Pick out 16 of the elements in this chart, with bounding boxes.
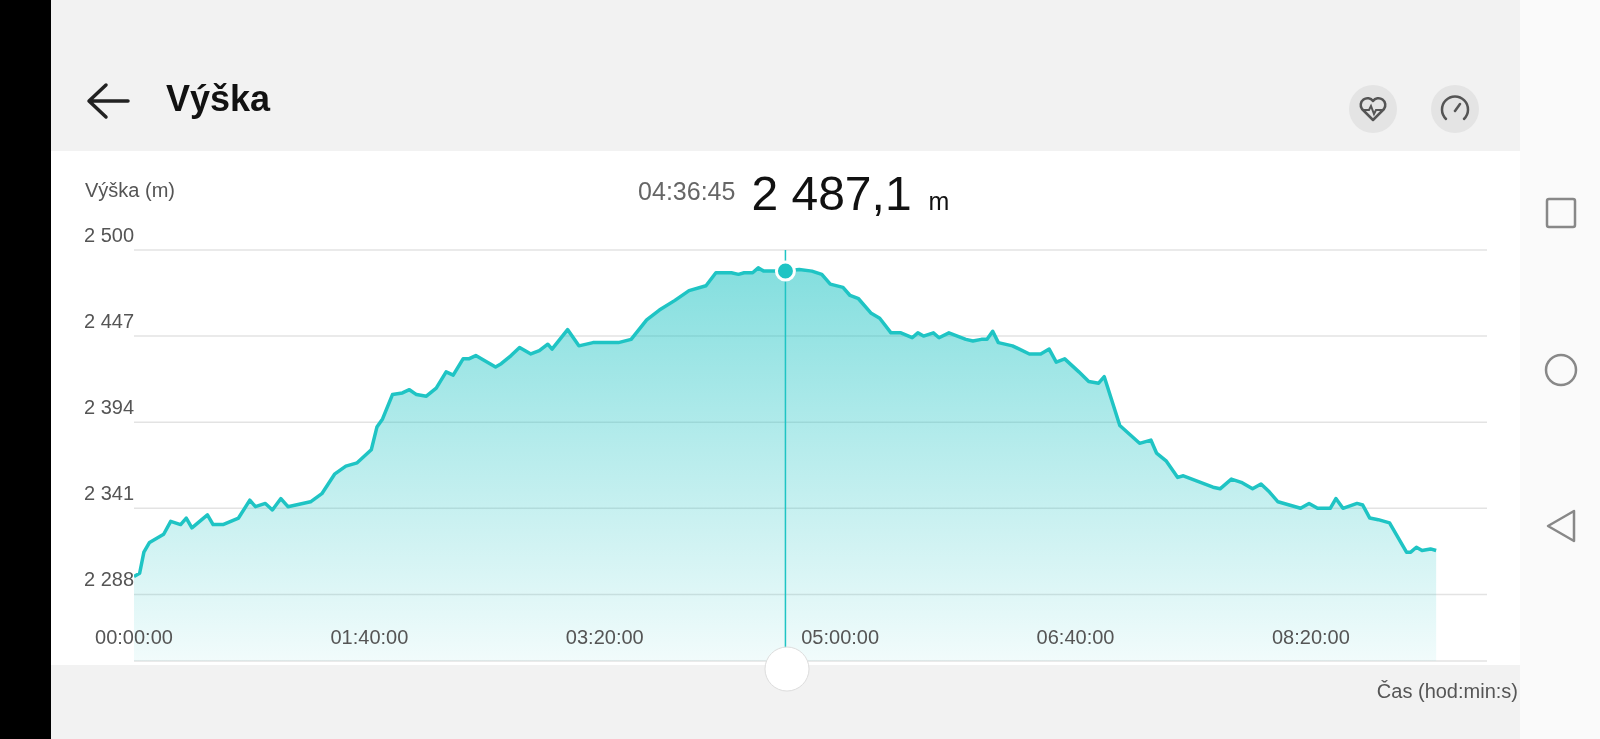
chart-title: Výška [166, 78, 271, 120]
x-axis-title: Čas (hod:min:s) [1376, 680, 1518, 703]
x-tick-label: 05:00:00 [801, 626, 880, 648]
x-tick-label: 08:20:00 [1272, 626, 1350, 648]
x-tick-label: 03:20:00 [565, 626, 644, 648]
x-tick-label: 01:40:00 [330, 626, 409, 648]
y-tick-label: 2 500 [84, 224, 135, 246]
y-tick-label: 2 447 [84, 310, 135, 333]
y-tick-label: 2 341 [84, 482, 135, 505]
x-tick-label: 06:40:00 [1036, 626, 1115, 648]
y-tick-label: 2 394 [84, 396, 135, 419]
y-tick-label: 2 288 [84, 568, 135, 591]
annotation: 2 487,1 m [751, 167, 950, 220]
x-tick-label: 00:00:00 [95, 626, 173, 648]
y-axis-title: Výška (m) [85, 179, 175, 202]
text: 04:36:45 [638, 177, 736, 205]
